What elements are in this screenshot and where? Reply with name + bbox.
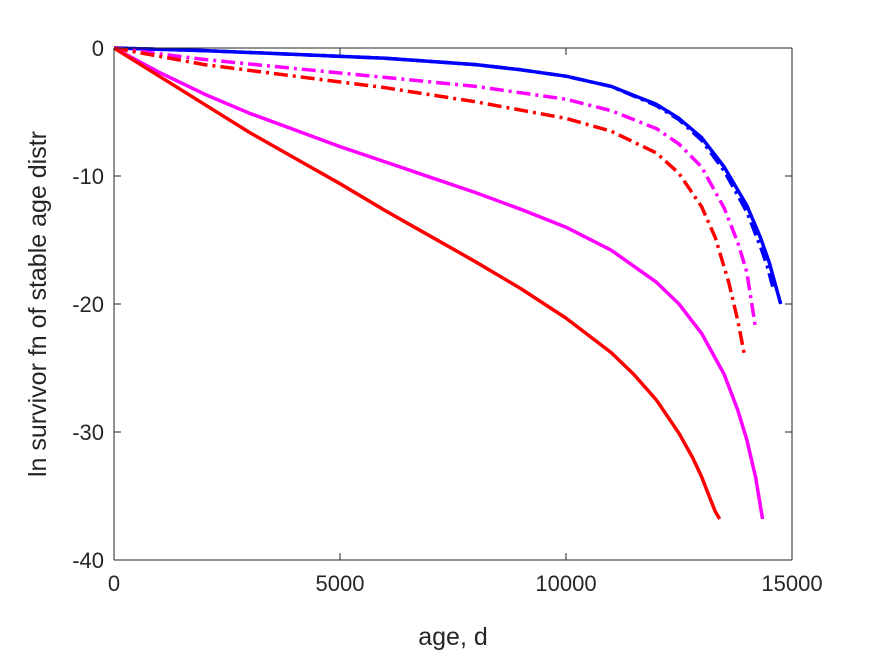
y-tick-label: -20	[72, 292, 104, 317]
y-tick-label: -40	[72, 548, 104, 573]
y-tick-label: -30	[72, 420, 104, 445]
series-line-4	[113, 46, 747, 356]
series-line-3	[113, 46, 758, 330]
x-tick-label: 0	[108, 571, 120, 596]
plot-background	[114, 48, 792, 560]
y-tick-label: 0	[92, 36, 104, 61]
series-layer	[113, 46, 783, 520]
x-tick-label: 10000	[535, 571, 596, 596]
y-axis-label: ln survivor fn of stable age distr	[24, 131, 52, 477]
series-line-5	[113, 46, 765, 520]
series-line-6	[113, 46, 722, 520]
axes-frame	[114, 48, 792, 560]
y-tick-label: -10	[72, 164, 104, 189]
ticks-layer: 0 5000 10000 15000 0 -10 -20 -30 -40	[72, 36, 822, 596]
x-tick-label: 15000	[761, 571, 822, 596]
x-tick-label: 5000	[316, 571, 365, 596]
series-line-2	[113, 46, 776, 292]
x-axis-label: age, d	[418, 623, 488, 651]
